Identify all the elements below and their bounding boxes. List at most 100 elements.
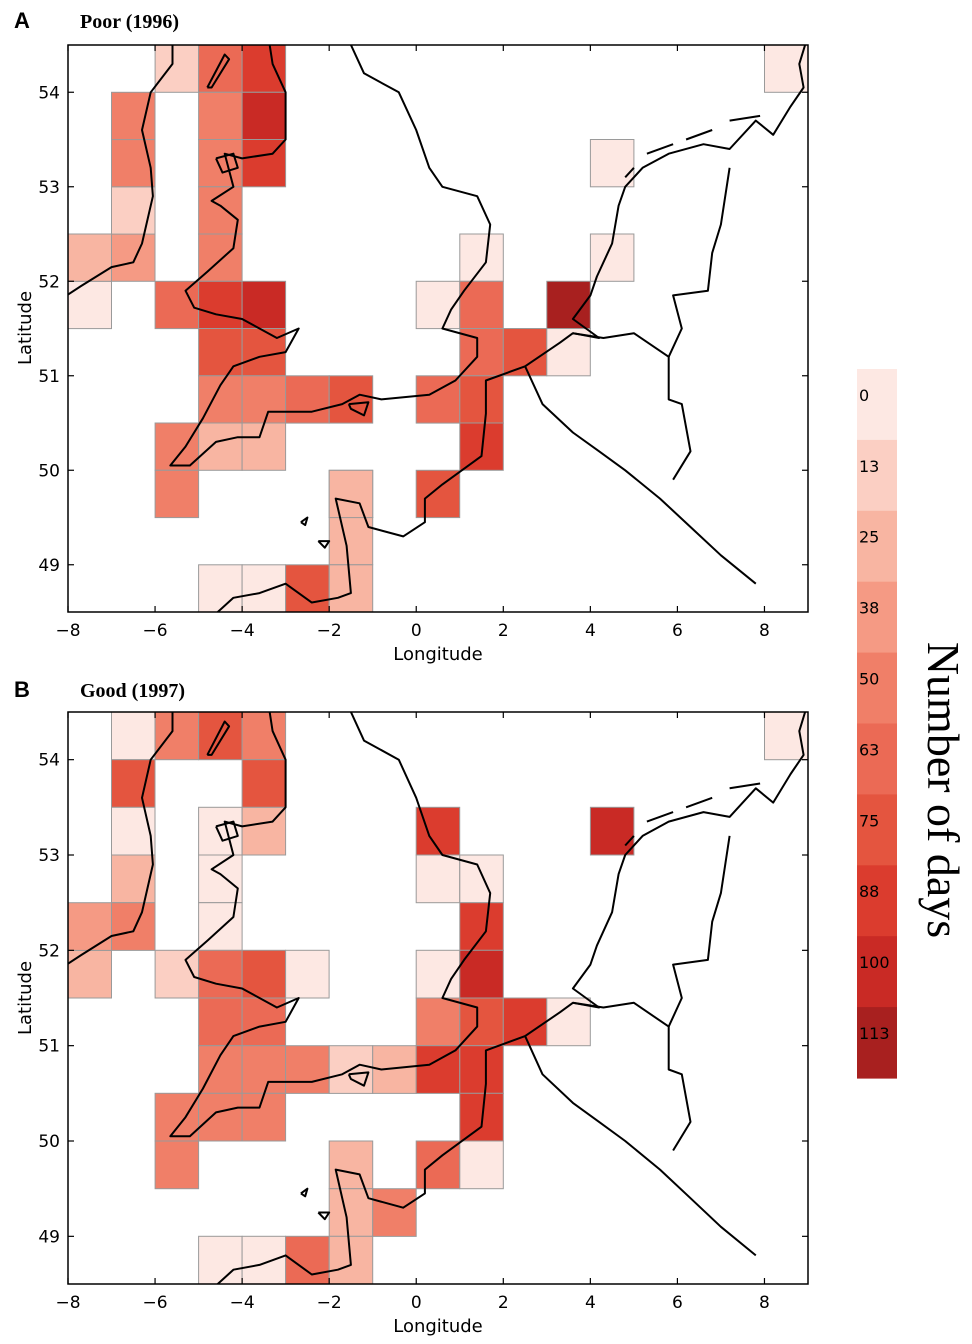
grid-cell — [285, 564, 330, 612]
colorbar-swatch — [857, 723, 897, 795]
grid-cell — [372, 1188, 417, 1237]
grid-cell — [502, 997, 548, 1047]
grid-cell — [589, 806, 635, 856]
x-tick-label: −8 — [55, 1293, 80, 1313]
grid-cell — [589, 139, 635, 188]
grid-cell — [198, 564, 243, 612]
grid-cell — [241, 45, 287, 93]
grid-cell — [241, 328, 287, 377]
panel-b-ylabel: Latitude — [15, 961, 36, 1035]
coastline — [667, 835, 731, 1028]
grid-cell — [241, 91, 287, 141]
coastline — [646, 811, 674, 823]
x-tick-label: 0 — [411, 1293, 422, 1313]
grid-cell — [328, 564, 374, 612]
panel-b-letter: B — [14, 677, 30, 702]
x-tick-label: −6 — [143, 1293, 168, 1313]
coastline — [216, 712, 807, 1284]
coastline — [524, 365, 757, 585]
grid-cell — [198, 91, 243, 141]
panel-b-ticks: −8 −6 −4 −2 0 2 4 6 8 49 50 51 52 53 54 — [38, 712, 808, 1313]
coastline — [300, 1187, 309, 1198]
grid-cell — [111, 139, 156, 188]
grid-cell — [328, 1140, 374, 1190]
coastline — [206, 53, 231, 89]
grid-cell — [111, 712, 156, 761]
y-tick-label: 50 — [38, 1132, 60, 1152]
coastline — [206, 720, 231, 756]
grid-cell — [198, 949, 243, 999]
coastline — [685, 129, 713, 141]
coastline — [317, 540, 331, 549]
coastline — [216, 45, 807, 612]
x-tick-label: −2 — [317, 621, 342, 641]
y-tick-label: 53 — [38, 846, 60, 866]
grid-cell — [68, 949, 112, 999]
x-tick-label: 8 — [759, 621, 770, 641]
colorbar-swatches — [857, 369, 897, 1079]
panel-a-ticks: −8 −6 −4 −2 0 2 4 6 8 49 50 51 52 53 54 — [38, 45, 808, 641]
grid-cell — [285, 375, 330, 424]
coastline — [624, 835, 635, 847]
grid-cell — [111, 91, 156, 141]
grid-cell — [154, 1140, 200, 1190]
grid-cell — [198, 328, 243, 377]
grid-cell — [198, 806, 243, 856]
grid-cell — [502, 328, 548, 377]
panel-a-coastline — [68, 45, 807, 612]
grid-cell — [111, 806, 156, 856]
grid-cell — [459, 233, 504, 282]
colorbar-swatch — [857, 1007, 897, 1079]
colorbar: 0 13 25 38 50 63 75 88 100 113 Number of days — [857, 369, 969, 1079]
grid-cell — [241, 280, 287, 330]
coastline — [68, 712, 174, 965]
grid-cell — [328, 517, 374, 566]
panel-b-frame — [67, 711, 809, 1285]
coastline-group — [68, 45, 807, 612]
grid-cell — [198, 1235, 243, 1284]
grid-cell — [241, 564, 287, 612]
grid-cell — [198, 422, 243, 471]
x-tick-label: −4 — [230, 621, 255, 641]
grid-cell — [198, 45, 243, 93]
x-tick-label: 0 — [411, 621, 422, 641]
coastline — [729, 782, 761, 790]
coastline — [729, 114, 761, 122]
grid-cell — [415, 1045, 461, 1094]
grid-cell — [285, 949, 330, 999]
coastline — [524, 1035, 757, 1257]
coastline — [317, 1211, 331, 1221]
grid-cell — [68, 280, 112, 330]
grid-cell — [198, 280, 243, 330]
grid-cell — [241, 949, 287, 999]
x-tick-label: 8 — [759, 1293, 770, 1313]
coastline — [215, 152, 239, 174]
colorbar-swatch — [857, 581, 897, 654]
x-tick-label: −8 — [55, 621, 80, 641]
panel-a-ylabel: Latitude — [15, 291, 36, 365]
colorbar-swatch — [857, 865, 897, 937]
colorbar-tick-label: 25 — [859, 528, 879, 547]
grid-cell — [198, 997, 243, 1047]
x-tick-label: 6 — [672, 1293, 683, 1313]
panel-a-xlabel: Longitude — [393, 644, 483, 665]
colorbar-tick-label: 38 — [859, 599, 879, 618]
grid-cell — [241, 422, 287, 471]
colorbar-tick-label: 100 — [859, 953, 890, 972]
colorbar-swatch — [857, 369, 897, 441]
coastline — [624, 167, 635, 178]
coastline — [667, 167, 731, 358]
y-tick-label: 50 — [38, 461, 60, 481]
x-tick-label: 4 — [585, 1293, 596, 1313]
coastline — [572, 332, 692, 481]
y-tick-label: 54 — [38, 751, 60, 771]
grid-cell — [198, 712, 243, 761]
colorbar-tick-label: 75 — [859, 811, 879, 830]
x-tick-label: 4 — [585, 621, 596, 641]
grid-cell — [154, 469, 200, 519]
grid-cell — [111, 186, 156, 235]
panel-b-cells — [68, 712, 808, 1284]
grid-cell — [154, 280, 200, 330]
panel-b-coastline — [68, 712, 807, 1284]
grid-cell — [459, 375, 504, 424]
